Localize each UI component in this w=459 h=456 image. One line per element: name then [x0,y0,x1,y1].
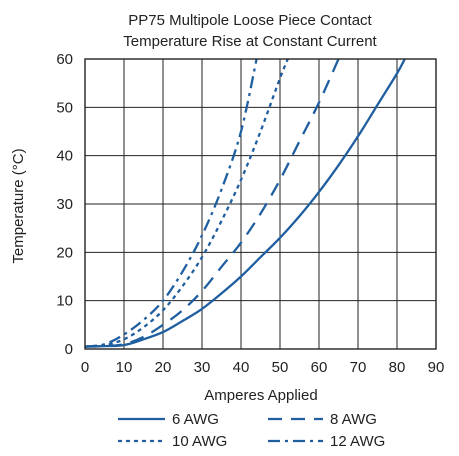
x-tick-label: 0 [81,359,89,376]
chart-subtitle: Temperature Rise at Constant Current [123,33,377,50]
y-tick-label: 30 [56,196,73,213]
x-tick-label: 30 [194,359,211,376]
legend-label-1: 6 AWG [172,411,219,428]
y-tick-label: 10 [56,293,73,310]
plot-frame [84,58,437,350]
chart-title: PP75 Multipole Loose Piece Contact [128,12,372,29]
legend-label-2: 8 AWG [330,411,377,428]
grid [85,59,436,349]
x-tick-label: 10 [116,359,133,376]
legend-label-4: 12 AWG [330,433,385,450]
x-tick-label: 60 [311,359,328,376]
y-tick-label: 50 [56,99,73,116]
x-tick-label: 80 [389,359,406,376]
series-line-1 [84,58,406,348]
series-line-3 [84,58,289,348]
y-tick-label: 40 [56,148,73,165]
series-line-2 [84,58,340,348]
legend: 6 AWG 8 AWG 10 AWG 12 AWG [118,411,385,450]
y-tick-labels: 0 10 20 30 40 50 60 [56,51,73,358]
x-tick-label: 50 [272,359,289,376]
y-axis-label: Temperature (°C) [10,148,27,263]
x-tick-label: 70 [350,359,367,376]
legend-label-3: 10 AWG [172,433,227,450]
y-tick-label: 0 [65,341,73,358]
x-tick-label: 90 [428,359,445,376]
x-tick-label: 40 [233,359,250,376]
y-tick-label: 20 [56,244,73,261]
x-tick-labels: 0 10 20 30 40 50 60 70 80 90 [81,359,445,376]
y-tick-label: 60 [56,51,73,68]
series-line-4 [84,58,258,348]
x-axis-label: Amperes Applied [204,387,317,404]
series-lines [84,58,406,348]
x-tick-label: 20 [155,359,172,376]
